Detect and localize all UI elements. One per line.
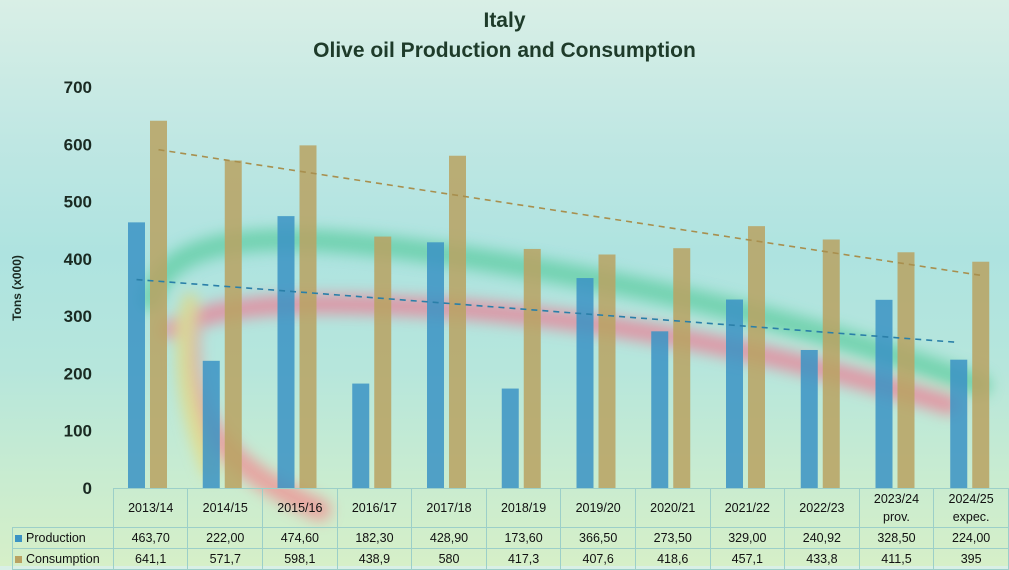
data-value-cell: 182,30 xyxy=(336,527,413,549)
category-label-line: 2015/16 xyxy=(277,501,323,515)
data-value-cell: 411,5 xyxy=(858,548,935,570)
bar-production xyxy=(352,383,370,488)
data-value-cell: 457,1 xyxy=(709,548,786,570)
data-value-cell: 641,1 xyxy=(112,548,189,570)
category-label: 2024/25 expec. xyxy=(933,488,1009,528)
category-label: 2019/20 xyxy=(560,488,636,528)
data-value-cell: 395 xyxy=(933,548,1009,570)
data-value-cell: 418,6 xyxy=(634,548,711,570)
table-header-row: 2013/14 2014/15 2015/16 2016/17 2017/18 2018/… xyxy=(12,488,1009,528)
bar-consumption xyxy=(598,254,616,488)
category-label-line: 2018/19 xyxy=(500,501,547,515)
category-label: 2015/16 xyxy=(262,488,338,528)
category-label-line: 2013/14 xyxy=(128,501,174,515)
category-label-line: 2024/25 xyxy=(948,492,994,506)
bar-consumption xyxy=(224,160,242,489)
series-name: Production xyxy=(26,531,86,545)
bar-consumption xyxy=(150,120,167,489)
bar-consumption xyxy=(972,261,990,488)
category-label: 2021/22 xyxy=(709,488,786,528)
category-label-line: prov. xyxy=(883,510,910,524)
bar-production xyxy=(726,299,743,488)
y-tick-label: 700 xyxy=(64,78,92,97)
chart-title: Italy Olive oil Production and Consumpti… xyxy=(0,6,1009,66)
category-label: 2017/18 xyxy=(411,488,487,528)
category-label-line: 2023/24 xyxy=(873,492,920,506)
data-value-cell: 438,9 xyxy=(336,548,413,570)
bar-consumption xyxy=(299,145,317,488)
chart-title-line1: Italy xyxy=(483,9,526,32)
data-value-cell: 240,92 xyxy=(784,527,860,549)
trendline-consumption xyxy=(158,148,981,277)
bar-consumption xyxy=(523,248,541,488)
bar-production xyxy=(128,222,145,488)
category-label-line: 2016/17 xyxy=(351,501,398,515)
y-tick-label: 400 xyxy=(64,250,92,269)
data-value-cell: 417,3 xyxy=(485,548,562,570)
data-value-cell: 173,60 xyxy=(485,527,562,549)
series-legend-label: Consumption xyxy=(12,548,114,570)
category-label: 2014/15 xyxy=(187,488,264,528)
category-label-line: 2021/22 xyxy=(724,501,770,515)
bar-production xyxy=(277,216,295,488)
y-tick-label: 600 xyxy=(64,135,92,154)
bar-consumption xyxy=(449,155,466,488)
category-label-line: 2017/18 xyxy=(426,501,472,515)
series-legend-label: Production xyxy=(12,527,114,549)
bar-production xyxy=(800,349,818,488)
legend-swatch-icon xyxy=(15,556,22,564)
y-tick-label: 500 xyxy=(64,193,92,212)
bar-production xyxy=(651,331,669,488)
data-value-cell: 329,00 xyxy=(709,527,786,549)
data-value-cell: 407,6 xyxy=(560,548,636,570)
category-label-line: 2019/20 xyxy=(575,501,621,515)
bar-consumption xyxy=(374,236,392,488)
y-tick-label: 300 xyxy=(64,307,92,326)
bar-production xyxy=(501,388,519,488)
table-row-production: Production 463,70 222,00 474,60 182,30 428,90… xyxy=(12,527,1009,549)
trendline-production xyxy=(136,278,959,344)
bar-production xyxy=(427,242,444,488)
category-label-line: 2020/21 xyxy=(650,501,696,515)
category-label: 2022/23 xyxy=(784,488,860,528)
bar-production xyxy=(950,359,968,488)
data-table: 2013/14 2014/15 2015/16 2016/17 2017/18 2018/… xyxy=(12,488,1009,570)
chart-title-line2: Olive oil Production and Consumption xyxy=(313,39,696,62)
bar-production xyxy=(202,360,220,488)
y-tick-label: 100 xyxy=(64,422,92,441)
data-value-cell: 598,1 xyxy=(262,548,338,570)
data-value-cell: 571,7 xyxy=(187,548,264,570)
series-name: Consumption xyxy=(26,552,100,566)
data-value-cell: 222,00 xyxy=(187,527,264,549)
y-axis-title: Tons (x000) xyxy=(10,255,24,321)
table-row-consumption: Consumption 641,1 571,7 598,1 438,9 580 417,3 4… xyxy=(12,548,1009,570)
category-label-line: 2022/23 xyxy=(799,501,845,515)
legend-swatch-icon xyxy=(15,535,22,543)
data-value-cell: 428,90 xyxy=(411,527,487,549)
bar-production xyxy=(576,278,594,488)
y-tick-label: 200 xyxy=(64,364,92,383)
bar-consumption xyxy=(673,248,691,488)
data-value-cell: 328,50 xyxy=(858,527,935,549)
category-label: 2020/21 xyxy=(634,488,711,528)
category-label: 2013/14 xyxy=(112,488,189,528)
data-value-cell: 463,70 xyxy=(112,527,189,549)
data-value-cell: 474,60 xyxy=(262,527,338,549)
category-label: 2018/19 xyxy=(485,488,562,528)
data-value-cell: 273,50 xyxy=(634,527,711,549)
category-label-line: 2014/15 xyxy=(202,501,248,515)
bar-consumption xyxy=(822,239,840,488)
data-value-cell: 433,8 xyxy=(784,548,860,570)
bar-production xyxy=(875,299,893,488)
data-value-cell: 580 xyxy=(411,548,487,570)
bar-consumption xyxy=(897,252,915,488)
data-value-cell: 224,00 xyxy=(933,527,1009,549)
category-label-line: expec. xyxy=(952,510,990,524)
bar-consumption xyxy=(748,226,765,488)
category-label: 2016/17 xyxy=(336,488,413,528)
data-value-cell: 366,50 xyxy=(560,527,636,549)
category-label: 2023/24 prov. xyxy=(858,488,935,528)
